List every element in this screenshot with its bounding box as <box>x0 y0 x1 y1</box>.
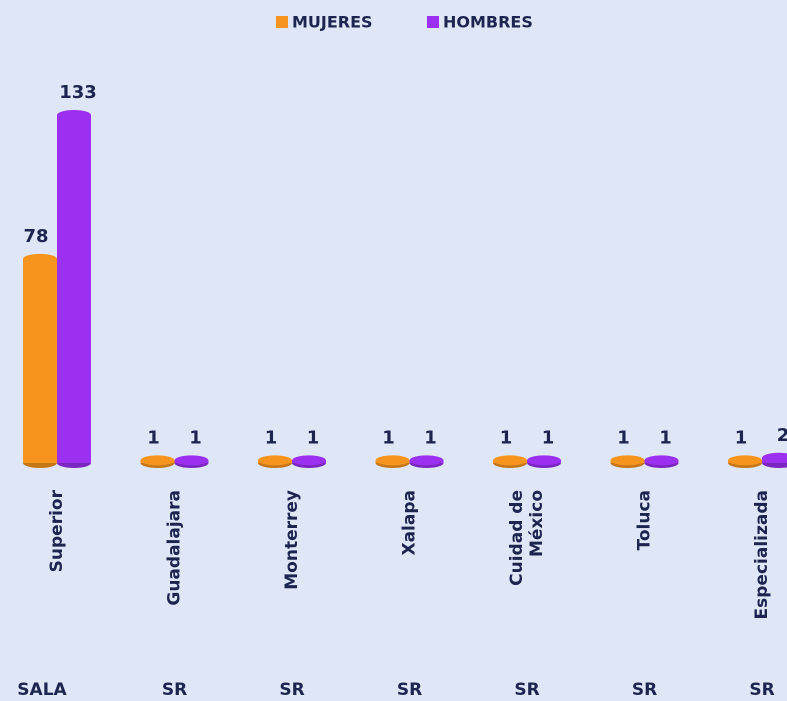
data-label: 1 <box>500 427 513 448</box>
bar <box>527 455 561 468</box>
bar <box>762 452 787 468</box>
bar <box>23 253 57 468</box>
data-label: 1 <box>424 427 437 448</box>
data-label: 1 <box>617 427 630 448</box>
data-label: 1 <box>735 427 748 448</box>
bar-top <box>644 455 679 466</box>
bar <box>610 455 645 468</box>
bar-top <box>57 110 91 120</box>
x-tick-label: Xalapa <box>400 490 420 556</box>
bar-top <box>140 455 175 466</box>
data-label: 1 <box>147 427 160 448</box>
bar <box>292 455 326 468</box>
bar <box>728 455 762 468</box>
legend-label: MUJERES <box>292 13 373 32</box>
group-label: SR <box>279 680 304 700</box>
bar <box>409 455 444 468</box>
data-label: 133 <box>59 82 97 103</box>
data-label: 2 <box>777 425 787 446</box>
bar-top <box>762 452 787 463</box>
bar <box>375 455 410 468</box>
bar <box>258 455 292 468</box>
bar-top <box>728 455 762 466</box>
bar-top <box>292 455 326 466</box>
legend-label: HOMBRES <box>443 13 533 32</box>
data-label: 1 <box>189 427 202 448</box>
x-tick-label: Especializada <box>752 490 772 619</box>
bar-top <box>409 455 444 466</box>
data-label: 1 <box>307 427 320 448</box>
x-tick-label: Cuidad deMéxico <box>507 490 547 586</box>
bar <box>140 455 175 468</box>
bar <box>57 110 91 468</box>
group-label: SR <box>162 680 187 700</box>
legend-swatch <box>427 16 439 28</box>
bar-body <box>57 115 91 463</box>
x-tick-label: Monterrey <box>282 490 302 590</box>
group-label: SR <box>397 680 422 700</box>
bar-top <box>375 455 410 466</box>
x-tick-label-line: México <box>527 490 547 557</box>
bar-body <box>23 258 57 463</box>
bar-top <box>610 455 645 466</box>
data-label: 1 <box>659 427 672 448</box>
data-label: 1 <box>542 427 555 448</box>
x-tick-label-line: Cuidad de <box>507 490 527 586</box>
bar-top <box>527 455 561 466</box>
bar-top <box>174 455 209 466</box>
data-label: 78 <box>23 226 48 247</box>
group-label: SR <box>632 680 657 700</box>
bar <box>493 455 527 468</box>
group-label: SALA <box>17 680 67 700</box>
legend-swatch <box>276 16 288 28</box>
data-label: 1 <box>382 427 395 448</box>
bar-top <box>23 253 57 264</box>
x-tick-label: Toluca <box>635 490 655 551</box>
x-tick-label: Guadalajara <box>165 490 185 606</box>
bar-top <box>493 455 527 466</box>
bar <box>644 455 679 468</box>
data-label: 1 <box>265 427 278 448</box>
x-tick-label: Superior <box>47 489 67 572</box>
group-label: SR <box>514 680 539 700</box>
bar <box>174 455 209 468</box>
bar-top <box>258 455 292 466</box>
group-label: SR <box>749 680 774 700</box>
